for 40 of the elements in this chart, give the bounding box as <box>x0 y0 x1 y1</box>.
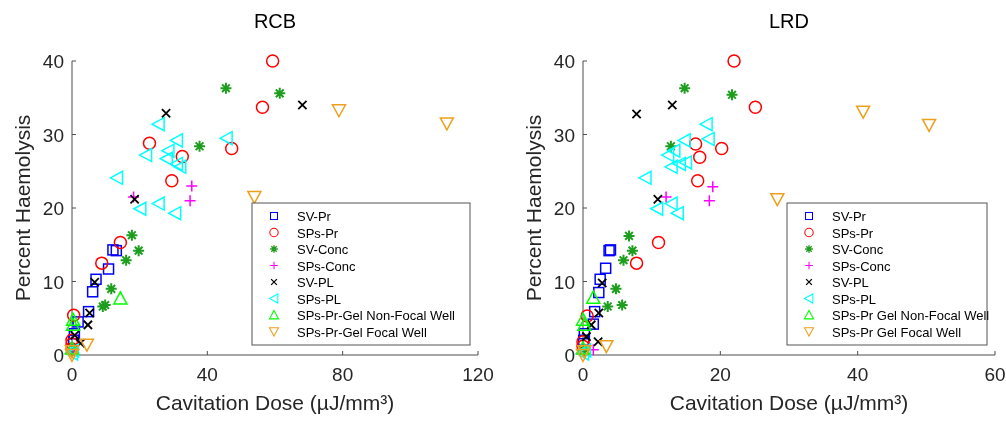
y-tick-label: 10 <box>42 271 64 293</box>
legend-label: SPs-PL <box>832 291 877 307</box>
legend-label: SPs-Pr-Gel Non-Focal Well <box>297 308 456 323</box>
y-tick-label: 40 <box>42 51 64 72</box>
y-tick-label: 40 <box>553 51 575 72</box>
legend-label: SPs-Pr Gel Non-Focal Well <box>832 308 990 323</box>
legend-label: SV-Conc <box>832 242 884 257</box>
y-tick-label: 30 <box>553 124 575 146</box>
legend-label: SV-Pr <box>297 209 332 224</box>
y-tick-label: 30 <box>42 124 64 146</box>
legend-label: SPs-Pr <box>297 225 339 241</box>
x-tick-label: 40 <box>847 364 869 385</box>
x-tick-label: 20 <box>709 364 731 385</box>
legend-label: SPs-PL <box>297 291 342 307</box>
y-axis-title: Percent Haemolysis <box>11 114 34 302</box>
x-tick-label: 60 <box>984 364 1006 385</box>
x-tick-label: 40 <box>196 364 218 385</box>
x-tick-label: 0 <box>577 364 589 385</box>
x-tick-label: 0 <box>66 364 78 385</box>
chart-title: LRD <box>768 10 810 32</box>
legend-label: SPs-Conc <box>832 258 892 274</box>
y-tick-label: 10 <box>553 271 575 293</box>
x-tick-label: 80 <box>332 364 354 385</box>
legend-label: SPs-Pr <box>832 225 874 241</box>
y-tick-label: 20 <box>553 198 575 219</box>
x-axis-title: Cavitation Dose (µJ/mm³) <box>669 391 909 414</box>
y-axis-title: Percent Haemolysis <box>522 114 545 302</box>
y-tick-label: 20 <box>42 198 64 219</box>
legend-label: SV-PL <box>297 275 334 290</box>
x-axis-title: Cavitation Dose (µJ/mm³) <box>155 391 395 414</box>
legend-label: SV-Pr <box>832 209 867 224</box>
legend-label: SPs-Pr-Gel Focal Well <box>297 324 427 340</box>
x-tick-label: 120 <box>462 364 494 385</box>
y-tick-label: 0 <box>53 345 64 366</box>
y-tick-label: 0 <box>564 345 575 366</box>
legend-label: SV-PL <box>832 275 869 290</box>
chart-title: RCB <box>253 10 297 32</box>
legend-label: SPs-Pr Gel Focal Well <box>832 324 962 340</box>
legend-label: SV-Conc <box>297 242 349 257</box>
legend-label: SPs-Conc <box>297 258 357 274</box>
